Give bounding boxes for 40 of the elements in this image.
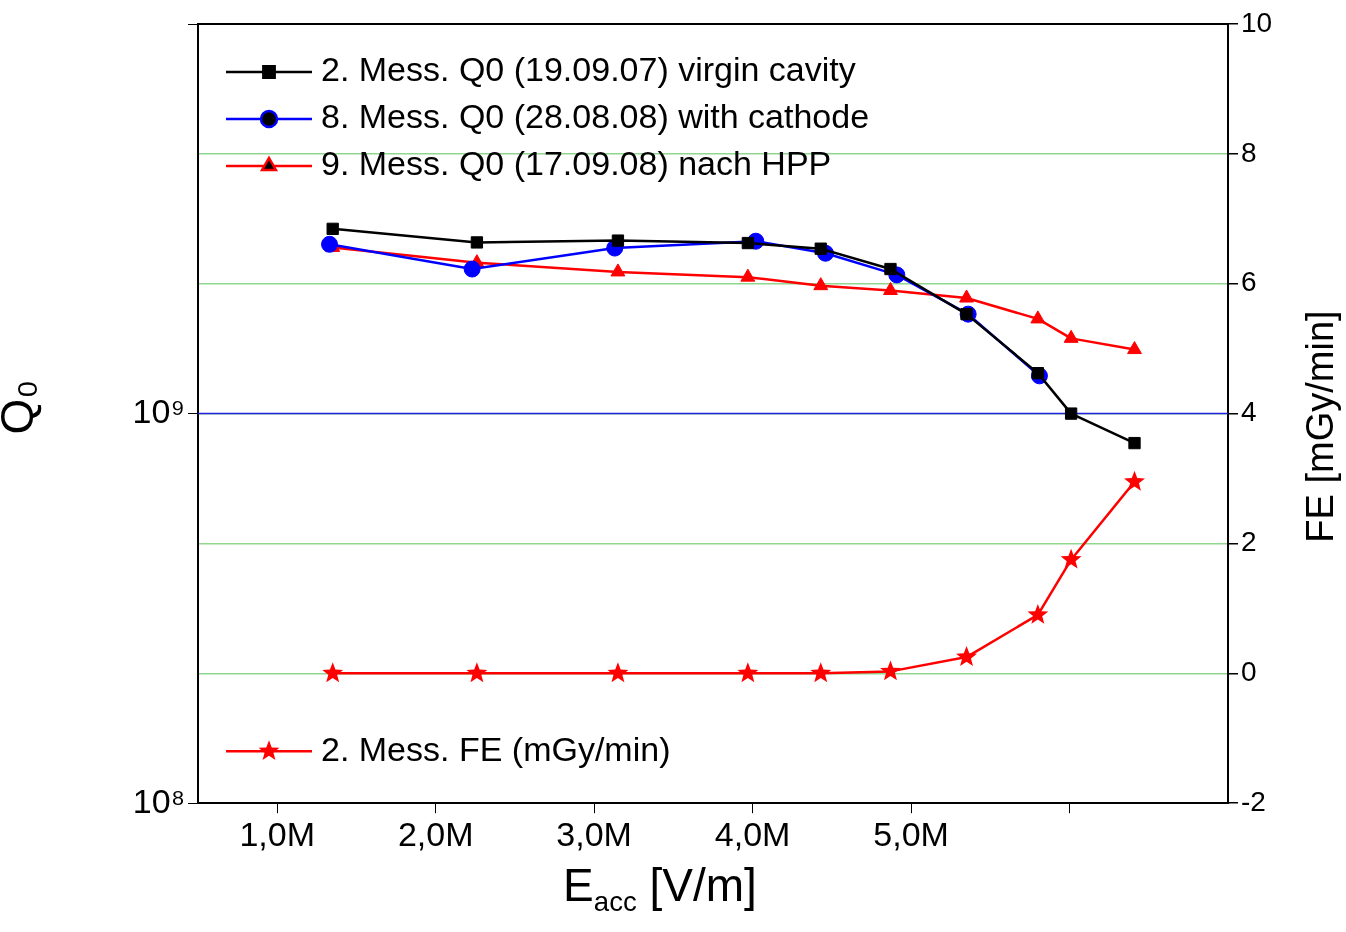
y2-tick-label: 2 [1241,526,1257,558]
x-tick-label: 3,0M [556,814,632,853]
point [611,234,625,247]
point [463,260,481,278]
point [1030,310,1046,324]
point [610,263,626,277]
point [1063,329,1079,343]
point [814,242,827,255]
point [326,222,339,235]
legend-label: 2. Mess. Q0 (19.09.07) virgin cavity [321,50,856,89]
point [741,236,755,250]
y-tick-label: 10⁸ [132,781,185,820]
legend-label: 8. Mess. Q0 (28.08.08) with cathode [321,97,870,136]
point [883,282,898,295]
y-tick-label: 10⁹ [132,391,185,430]
x-tick-label: 1,0M [239,814,316,853]
point [1064,407,1078,420]
point [1127,341,1142,355]
point [884,262,897,276]
point [1128,436,1141,450]
x-tick-label: 4,0M [714,814,791,853]
point [321,235,339,253]
legend-label: 2. Mess. FE (mGy/min) [321,729,671,768]
point [813,277,829,291]
point [960,307,973,321]
y2-tick-label: -2 [1241,785,1266,817]
legend-label: 9. Mess. Q0 (17.09.08) nach HPP [321,144,832,183]
x-tick-label: 5,0M [873,814,949,853]
point [740,268,756,282]
y2-tick-label: 6 [1241,266,1257,298]
y-axis-title: Q₀ [0,379,45,435]
point [470,236,484,249]
x-axis-title: E$_{acc}$ [V/m] [562,858,758,919]
y2-tick-label: 4 [1241,396,1257,428]
y2-axis-title: FE [mGy/min] [1298,309,1342,545]
x-tick-label: 2,0M [397,814,474,853]
y2-tick-label: 10 [1241,6,1273,38]
point [959,289,974,303]
y2-tick-label: 0 [1241,656,1257,688]
y2-tick-label: 8 [1241,136,1257,168]
